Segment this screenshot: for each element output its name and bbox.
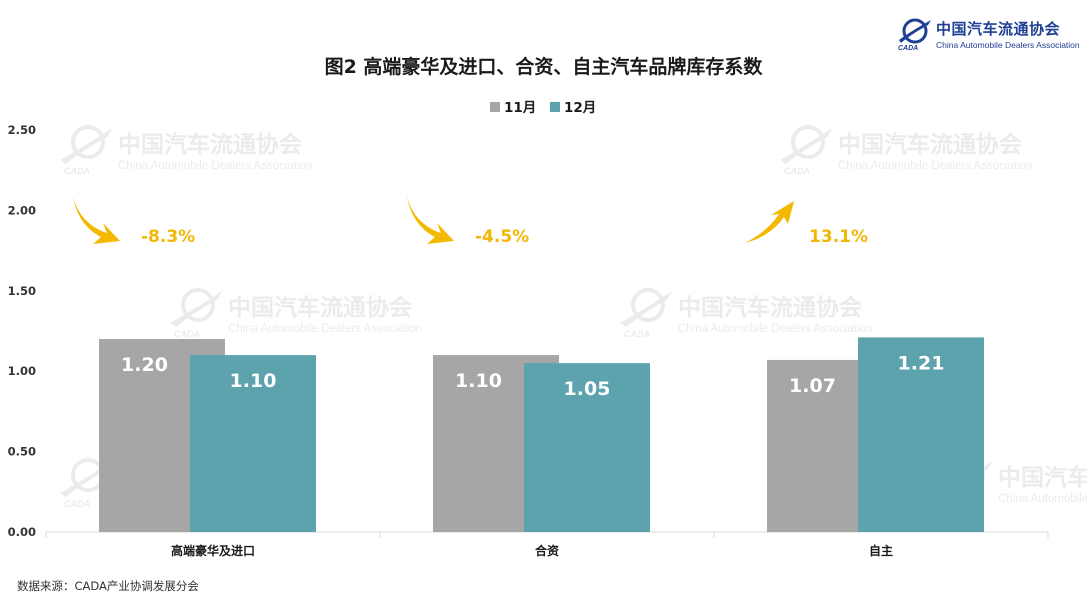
source-note: 数据来源：CADA产业协调发展分会 xyxy=(17,579,199,593)
bar-12 xyxy=(524,363,650,532)
watermark-name-en: China Automobile Dealers Association xyxy=(118,160,312,172)
change-label: -4.5% xyxy=(475,227,529,247)
bar-12 xyxy=(858,337,984,532)
change-arrow-up-icon xyxy=(745,201,794,243)
y-tick-label: 2.00 xyxy=(8,203,36,217)
data-label: 1.07 xyxy=(789,375,836,397)
logo-emblem-text: CADA xyxy=(898,45,918,52)
watermark-name-cn: 中国汽车流通协会 xyxy=(998,464,1087,491)
watermark-name-en: China Automobile Dealers Association xyxy=(678,323,872,335)
y-tick-label: 0.50 xyxy=(8,445,36,459)
watermark-name-en: China Automobile Dealers Association xyxy=(838,160,1032,172)
watermark: CADA 中国汽车流通协会 China Automobile Dealers Ass… xyxy=(780,125,1032,176)
watermark-emblem-text: CADA xyxy=(784,166,810,176)
watermark-emblem-icon xyxy=(181,288,215,322)
watermark-swoosh-icon xyxy=(60,128,112,164)
watermark-emblem-text: CADA xyxy=(64,166,90,176)
bar-chart: CADA 中国汽车流通协会 China Automobile Dealers Ass… xyxy=(8,100,1087,558)
watermark: CADA 中国汽车流通协会 China Automobile Dealers Ass… xyxy=(170,288,422,339)
watermark-emblem-text: CADA xyxy=(624,329,650,339)
watermark-name-cn: 中国汽车流通协会 xyxy=(118,131,302,158)
legend-swatch xyxy=(490,102,500,112)
y-tick-label: 1.00 xyxy=(8,364,36,378)
watermark-emblem-icon xyxy=(631,288,665,322)
data-label: 1.20 xyxy=(121,354,168,376)
data-label: 1.10 xyxy=(230,370,277,392)
category-label: 合资 xyxy=(535,543,559,558)
legend-swatch xyxy=(550,102,560,112)
watermark: CADA 中国汽车流通协会 China Automobile Dealers Ass… xyxy=(620,288,872,339)
change-label: -8.3% xyxy=(141,227,195,247)
watermark-emblem-icon xyxy=(791,125,825,159)
category-label: 自主 xyxy=(869,543,893,558)
cada-logo: CADA 中国汽车流通协会 China Automobile Dealers A… xyxy=(895,16,1080,56)
data-label: 1.05 xyxy=(564,378,611,400)
watermark-name-en: China Automobile Dealers Association xyxy=(228,323,422,335)
category-label: 高端豪华及进口 xyxy=(171,543,255,558)
data-label: 1.21 xyxy=(898,352,945,374)
watermark-emblem-text: CADA xyxy=(174,329,200,339)
cada-emblem-icon: CADA xyxy=(898,18,931,52)
watermark-swoosh-icon xyxy=(780,128,832,164)
watermark-name-en: China Automobile Dealers Association xyxy=(998,493,1087,505)
y-tick-label: 1.50 xyxy=(8,284,36,298)
change-arrow-down-icon xyxy=(407,196,454,244)
y-tick-label: 0.00 xyxy=(8,525,36,539)
legend-label: 11月 xyxy=(504,100,536,116)
watermark-name-cn: 中国汽车流通协会 xyxy=(838,131,1022,158)
change-label: 13.1% xyxy=(809,227,868,247)
legend-label: 12月 xyxy=(564,100,596,116)
watermark-emblem-icon xyxy=(71,125,105,159)
change-arrow-down-icon xyxy=(73,196,120,244)
watermark-swoosh-icon xyxy=(620,291,672,327)
bar-12 xyxy=(190,355,316,532)
watermark-name-cn: 中国汽车流通协会 xyxy=(228,294,412,321)
data-label: 1.10 xyxy=(455,370,502,392)
watermark-name-cn: 中国汽车流通协会 xyxy=(678,294,862,321)
logo-name-cn: 中国汽车流通协会 xyxy=(936,20,1061,38)
logo-name-en: China Automobile Dealers Association xyxy=(936,40,1080,50)
chart-title: 图2 高端豪华及进口、合资、自主汽车品牌库存系数 xyxy=(324,56,763,78)
watermark: CADA 中国汽车流通协会 China Automobile Dealers Ass… xyxy=(60,125,312,176)
y-tick-label: 2.50 xyxy=(8,123,36,137)
watermark-emblem-text: CADA xyxy=(64,499,90,509)
watermark-swoosh-icon xyxy=(170,291,222,327)
